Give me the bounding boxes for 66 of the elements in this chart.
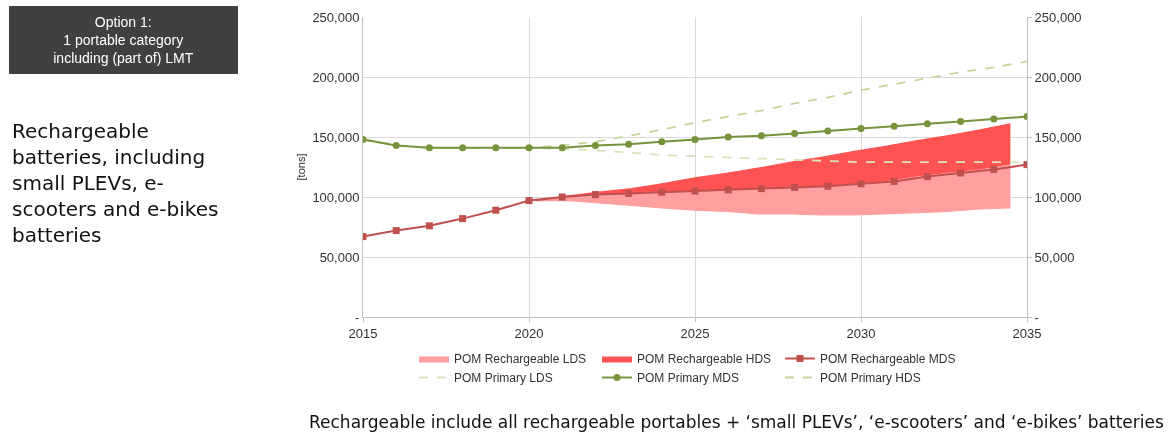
point xyxy=(425,144,433,152)
text: Rechargeable include all rechargeable portables + ‘small PLEVs’, ‘e-scooters’ and ‘e-bikes’ batteries xyxy=(309,412,1164,432)
point xyxy=(591,191,599,199)
x-tick-label: 2035 xyxy=(1012,325,1042,341)
point xyxy=(990,165,998,173)
point xyxy=(492,206,500,214)
point xyxy=(890,122,898,130)
point xyxy=(957,117,965,125)
y2-tick-label: 100,000 xyxy=(1034,189,1082,205)
y2-tick-label: 250,000 xyxy=(1034,9,1082,25)
line-series xyxy=(363,113,1027,152)
point xyxy=(824,127,832,135)
point xyxy=(625,140,633,148)
point xyxy=(658,188,666,196)
legend-label: POM Rechargeable HDS xyxy=(637,352,772,367)
point xyxy=(890,177,898,185)
point xyxy=(957,169,965,177)
point xyxy=(824,182,832,190)
point xyxy=(724,186,732,194)
point xyxy=(459,215,467,223)
text: Option 1: 1 portable category including (part of) LMT xyxy=(53,13,194,67)
y-tick-label: 100,000 xyxy=(312,189,360,205)
point xyxy=(857,180,865,188)
point xyxy=(791,129,799,137)
point xyxy=(791,183,799,191)
point xyxy=(525,144,533,152)
y-tick-label: 50,000 xyxy=(319,249,360,265)
y2-tick-label: 150,000 xyxy=(1034,129,1082,145)
legend-label: POM Primary LDS xyxy=(454,371,553,386)
legend-label: POM Rechargeable MDS xyxy=(820,352,956,367)
legend-label: POM Primary HDS xyxy=(820,371,921,386)
y-tick-label: 250,000 xyxy=(312,9,360,25)
x-tick-label: 2020 xyxy=(514,325,544,341)
point xyxy=(525,197,533,205)
point xyxy=(558,144,566,152)
y-tick-label: 150,000 xyxy=(312,129,360,145)
point xyxy=(691,187,699,195)
y-tick-label: 200,000 xyxy=(312,69,360,85)
y2-tick-label: - xyxy=(1034,309,1039,325)
point xyxy=(990,115,998,123)
point xyxy=(691,135,699,143)
point xyxy=(392,141,400,149)
point xyxy=(923,173,931,181)
point xyxy=(591,141,599,149)
point xyxy=(757,185,765,193)
x-tick-label: 2030 xyxy=(846,325,876,341)
y-tick-label: - xyxy=(355,309,360,325)
point xyxy=(857,125,865,133)
y2-tick-label: 50,000 xyxy=(1034,249,1075,265)
point xyxy=(392,227,400,235)
legend-label: POM Rechargeable LDS xyxy=(454,352,587,367)
point xyxy=(492,144,500,152)
point xyxy=(757,132,765,140)
point xyxy=(558,193,566,201)
x-tick-label: 2025 xyxy=(680,325,710,341)
text: Rechargeable batteries, including small PLEVs, e-scooters and e-bikes batteries xyxy=(12,119,219,247)
point xyxy=(425,222,433,230)
point xyxy=(658,138,666,146)
point xyxy=(625,189,633,197)
point xyxy=(459,144,467,152)
legend-label: POM Primary MDS xyxy=(637,371,739,386)
point xyxy=(923,120,931,128)
x-tick-label: 2015 xyxy=(348,325,378,341)
y2-tick-label: 200,000 xyxy=(1034,69,1082,85)
point xyxy=(724,133,732,141)
y-axis-title: [tons] xyxy=(295,153,308,181)
